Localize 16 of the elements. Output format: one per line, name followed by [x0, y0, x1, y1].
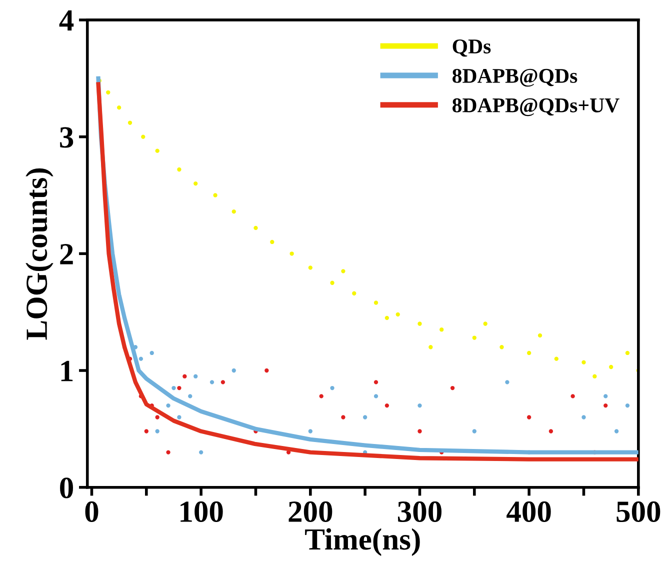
x-tick-label: 200 — [288, 501, 332, 522]
x-tick-label: 0 — [85, 501, 98, 522]
y-tick-label: 1 — [61, 360, 73, 382]
legend-label: 8DAPB@QDs — [452, 68, 578, 87]
x-tick-label: 400 — [506, 501, 551, 522]
x-tick-label: 300 — [398, 501, 442, 522]
x-axis-title: Time(ns) — [305, 528, 420, 556]
legend-label: QDs — [452, 39, 491, 57]
y-tick-label: 3 — [60, 127, 74, 148]
y-tick-label: 4 — [59, 10, 74, 31]
x-tick-label: 100 — [180, 501, 223, 522]
y-tick-label: 0 — [60, 478, 73, 498]
x-tick-label: 500 — [616, 501, 660, 522]
legend-label: 8DAPB@QDs+UV — [452, 98, 620, 116]
y-axis-title: LOG(counts) — [26, 168, 54, 340]
y-tick-label: 2 — [60, 244, 73, 264]
